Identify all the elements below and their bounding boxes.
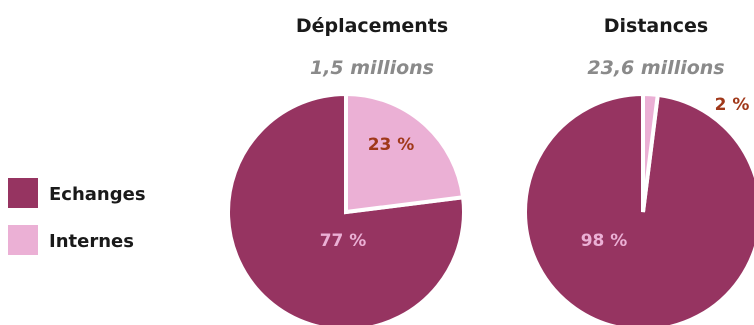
legend-swatch-internes (8, 225, 38, 255)
legend-label-internes: Internes (49, 231, 134, 252)
legend-label-echanges: Echanges (49, 184, 146, 205)
pie-distances: 98 % 2 % (523, 91, 754, 325)
chart-subtitle-distances: 23,6 millions (587, 57, 724, 79)
data-label-echanges: 77 % (320, 231, 367, 251)
data-label-internes: 2 % (715, 95, 750, 115)
chart-title-deplacements: Déplacements (296, 15, 448, 37)
pie-slice-internes (641, 91, 661, 213)
data-label-echanges: 98 % (581, 231, 628, 251)
pie-slice-echanges (523, 91, 754, 325)
pie-deplacements: 77 % 23 % (226, 91, 466, 325)
legend: Echanges Internes (8, 178, 146, 255)
chart-title-distances: Distances (604, 15, 708, 37)
chart-subtitle-deplacements: 1,5 millions (310, 57, 434, 79)
pie-slice-internes (344, 91, 466, 215)
data-label-internes: 23 % (368, 135, 415, 155)
legend-swatch-echanges (8, 178, 38, 208)
